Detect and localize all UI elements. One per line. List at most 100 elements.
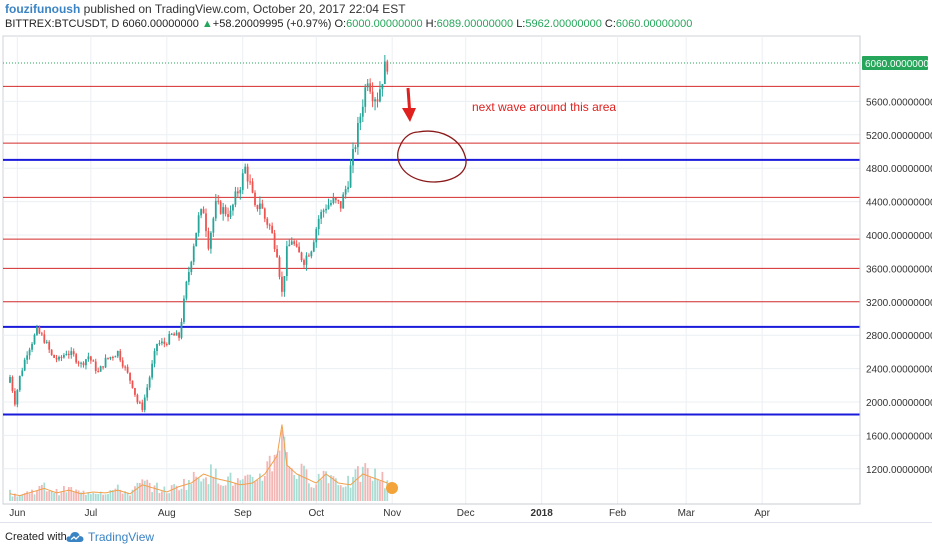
- candle-up: [325, 208, 327, 211]
- red-arrow-head: [402, 108, 416, 122]
- volume-bar: [161, 491, 163, 501]
- plot-border: [2, 35, 861, 505]
- candle-down: [308, 255, 310, 257]
- price-chart[interactable]: next wave around this area 1200.00000000…: [0, 0, 932, 522]
- volume-bar: [192, 471, 195, 501]
- volume-bar: [254, 481, 256, 501]
- candle-up: [342, 194, 345, 209]
- candle-down: [246, 166, 249, 182]
- close-label: C:: [604, 18, 616, 30]
- volume-bar: [312, 487, 315, 501]
- footer: Created with TradingView: [0, 522, 932, 551]
- candle-down: [40, 333, 43, 335]
- candle-down: [43, 334, 46, 343]
- candle-down: [72, 351, 75, 355]
- candle-up: [234, 191, 237, 205]
- ohlc-legend: BITTREX:BTCUSDT, D 6060.00000000 ▲+58.20…: [5, 18, 692, 30]
- publish-text: published on TradingView.com, October 20…: [83, 2, 406, 16]
- volume-bar: [151, 492, 153, 501]
- volume-bar: [50, 491, 53, 501]
- candle-up: [116, 350, 119, 357]
- candle-down: [249, 181, 251, 183]
- candle-up: [349, 165, 352, 188]
- volume-bar: [18, 495, 21, 501]
- candle-down: [371, 91, 374, 102]
- low-label: L:: [516, 18, 526, 30]
- volume-bar: [369, 477, 372, 501]
- candle-down: [53, 354, 55, 358]
- candle-up: [366, 83, 369, 88]
- x-tick-label: Nov: [383, 508, 401, 519]
- candle-up: [327, 204, 330, 209]
- volume-bar: [173, 484, 176, 501]
- volume-bar: [210, 464, 212, 501]
- candle-up: [58, 356, 60, 360]
- volume-bar: [53, 493, 55, 501]
- volume-bar: [361, 466, 364, 501]
- change-value: +58.20009995 (+0.97%): [212, 18, 332, 30]
- candle-up: [99, 366, 102, 372]
- candle-up: [214, 200, 217, 219]
- created-with-text: Created with: [5, 531, 67, 543]
- brand-name: TradingView: [88, 530, 155, 544]
- candle-up: [241, 173, 244, 190]
- volume-bar: [320, 479, 323, 501]
- volume-bar: [55, 488, 58, 501]
- volume-bar: [376, 479, 379, 501]
- volume-bar: [158, 492, 161, 501]
- volume-bar: [224, 485, 227, 501]
- volume-bar: [141, 479, 144, 501]
- volume-bar: [87, 492, 90, 501]
- candle-up: [200, 209, 202, 216]
- candle-down: [295, 243, 298, 247]
- candle-down: [138, 402, 141, 404]
- volume-bar: [183, 478, 185, 501]
- volume-bar: [334, 478, 337, 501]
- candle-down: [278, 257, 281, 277]
- volume-bar: [107, 493, 109, 501]
- y-tick-label: 1600.00000000: [866, 431, 932, 442]
- candle-down: [227, 214, 229, 217]
- candles: [9, 54, 389, 413]
- candle-down: [134, 387, 136, 395]
- volume-bar: [278, 450, 281, 501]
- candle-up: [146, 387, 149, 398]
- volume-bar: [109, 490, 112, 501]
- publish-info: fouzifunoush published on TradingView.co…: [5, 2, 406, 16]
- volume-bar: [11, 496, 14, 501]
- candle-down: [236, 191, 239, 194]
- candle-up: [379, 89, 381, 102]
- candle-down: [271, 225, 274, 234]
- candle-down: [131, 380, 134, 388]
- open-label: O:: [334, 18, 347, 30]
- y-tick-label: 2800.00000000: [866, 331, 932, 342]
- volume-bar: [185, 489, 188, 501]
- volume-bars: [9, 424, 398, 501]
- volume-bar: [236, 478, 239, 501]
- volume-bar: [381, 471, 384, 501]
- volume-bar: [89, 494, 92, 501]
- tradingview-logo[interactable]: TradingView: [66, 528, 154, 546]
- candle-down: [369, 83, 372, 92]
- candle-up: [87, 356, 90, 360]
- last-price-label: 6060.00000000: [865, 59, 932, 70]
- candle-down: [251, 181, 254, 193]
- candle-down: [303, 260, 305, 265]
- volume-bar: [283, 436, 286, 501]
- volume-bar: [134, 486, 136, 501]
- volume-bar: [138, 482, 141, 501]
- x-tick-label: 2018: [531, 508, 554, 519]
- candle-up: [80, 362, 82, 364]
- candle-up: [143, 397, 146, 410]
- volume-bar: [180, 488, 183, 501]
- author-name[interactable]: fouzifunoush: [5, 2, 81, 16]
- volume-bar: [21, 494, 24, 501]
- volume-bar: [214, 468, 217, 501]
- candle-up: [175, 332, 178, 336]
- volume-bar: [207, 484, 210, 501]
- volume-bar: [99, 491, 102, 501]
- candle-up: [310, 251, 313, 257]
- x-tick-label: Jun: [9, 508, 25, 519]
- candle-up: [232, 204, 234, 211]
- volume-bar: [143, 480, 146, 501]
